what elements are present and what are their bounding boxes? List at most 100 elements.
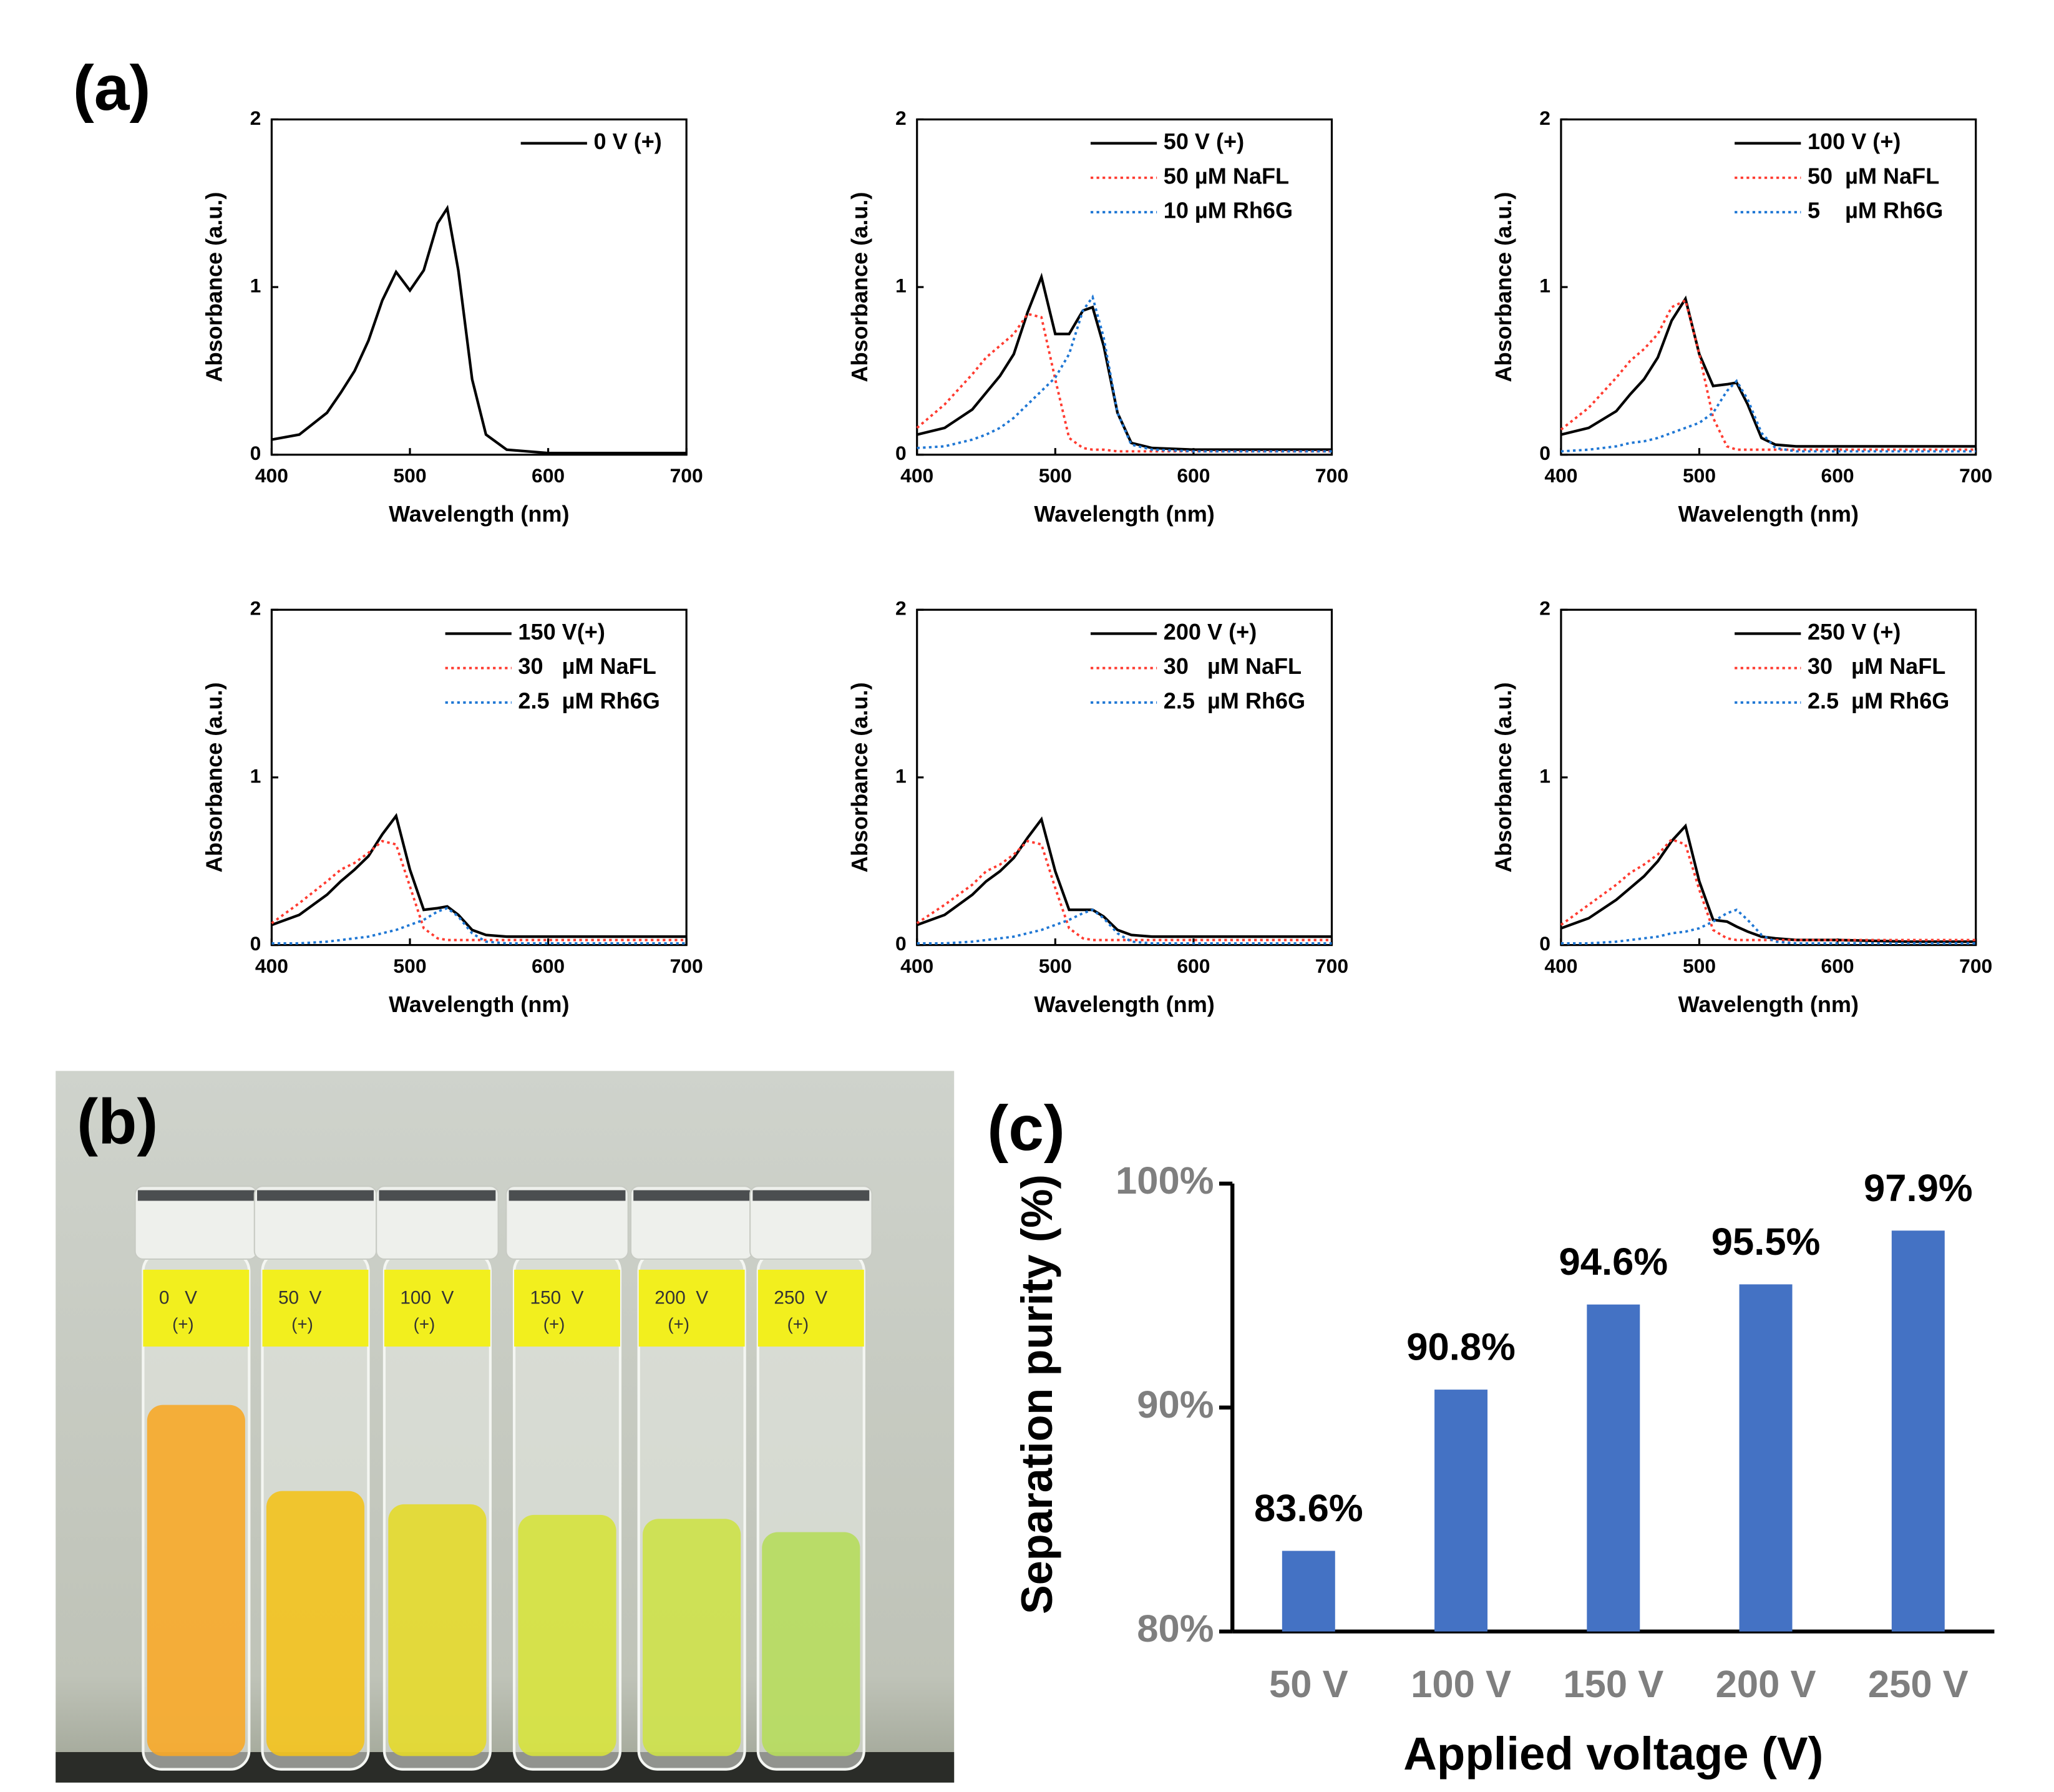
y-tick-label: 0 bbox=[895, 442, 907, 464]
tube-label: 150 V bbox=[530, 1288, 584, 1308]
tube-label-bg bbox=[262, 1269, 369, 1347]
y-tick-label: 100% bbox=[1116, 1159, 1214, 1202]
legend-label: 50 µM NaFL bbox=[1164, 163, 1289, 188]
tube-label-bg bbox=[638, 1269, 745, 1347]
x-tick-label: 600 bbox=[1821, 464, 1854, 487]
value-label: 90.8% bbox=[1406, 1326, 1516, 1369]
liquid bbox=[762, 1532, 860, 1756]
x-tick-label: 400 bbox=[900, 464, 933, 487]
x-tick-label: 500 bbox=[1683, 955, 1716, 977]
tube-label: 200 V bbox=[655, 1288, 708, 1308]
series-line bbox=[271, 907, 687, 945]
x-tick-label: 700 bbox=[670, 955, 703, 977]
y-axis-label: Absorbance (a.u.) bbox=[202, 192, 227, 382]
value-label: 83.6% bbox=[1254, 1487, 1363, 1530]
y-axis-label: Absorbance (a.u.) bbox=[1491, 682, 1516, 872]
y-tick-label: 1 bbox=[1539, 274, 1550, 296]
series-line bbox=[271, 205, 687, 455]
bar bbox=[1434, 1390, 1488, 1632]
x-axis-label: Wavelength (nm) bbox=[1678, 991, 1859, 1017]
x-tick-label: 700 bbox=[670, 464, 703, 487]
x-tick-label: 400 bbox=[1544, 464, 1577, 487]
y-tick-label: 90% bbox=[1137, 1383, 1214, 1426]
liquid bbox=[266, 1491, 365, 1756]
panel-label: (c) bbox=[987, 1093, 1065, 1164]
y-tick-label: 80% bbox=[1137, 1607, 1214, 1650]
x-tick-label: 400 bbox=[900, 955, 933, 977]
legend-label: 0 V (+) bbox=[593, 129, 661, 154]
y-axis-label: Absorbance (a.u.) bbox=[1491, 192, 1516, 382]
tube-label: (+) bbox=[172, 1314, 194, 1333]
x-axis-label: Wavelength (nm) bbox=[1034, 501, 1214, 527]
x-tick-label: 500 bbox=[1683, 464, 1716, 487]
y-axis-label: Absorbance (a.u.) bbox=[847, 682, 872, 872]
liquid bbox=[518, 1514, 616, 1756]
series-line bbox=[916, 816, 1332, 938]
x-tick-label: 500 bbox=[1039, 464, 1072, 487]
x-tick-label: 400 bbox=[255, 955, 288, 977]
x-tick-label: 600 bbox=[1177, 464, 1210, 487]
value-label: 95.5% bbox=[1711, 1220, 1821, 1264]
legend-label: 50 µM NaFL bbox=[1808, 163, 1939, 188]
tube-label: 100 V bbox=[400, 1288, 454, 1308]
cap bbox=[749, 1186, 873, 1260]
tube-label-bg bbox=[514, 1269, 620, 1347]
tube-label: 50 V bbox=[278, 1288, 322, 1308]
legend-label: 5 µM Rh6G bbox=[1808, 198, 1943, 223]
bar bbox=[1282, 1551, 1335, 1632]
x-tick-label: 500 bbox=[393, 955, 426, 977]
x-axis-label: Applied voltage (V) bbox=[1403, 1728, 1823, 1780]
y-tick-label: 2 bbox=[1539, 597, 1550, 620]
series-line bbox=[917, 908, 1332, 945]
liquid bbox=[643, 1519, 741, 1756]
x-tick-label: 100 V bbox=[1411, 1663, 1511, 1706]
series-line bbox=[271, 812, 687, 938]
series-line bbox=[1560, 838, 1976, 942]
series-line bbox=[1560, 379, 1976, 453]
series-line bbox=[1560, 298, 1976, 451]
bar bbox=[1739, 1284, 1793, 1632]
tube-label-bg bbox=[143, 1269, 250, 1347]
legend-label: 100 V (+) bbox=[1808, 129, 1901, 154]
series-line bbox=[271, 839, 687, 942]
legend-label: 200 V (+) bbox=[1164, 619, 1257, 645]
tube-label-bg bbox=[757, 1269, 864, 1347]
panel-label: (b) bbox=[77, 1086, 158, 1157]
y-tick-label: 1 bbox=[895, 764, 907, 787]
x-tick-label: 600 bbox=[532, 464, 565, 487]
x-tick-label: 700 bbox=[1315, 955, 1348, 977]
value-label: 94.6% bbox=[1559, 1240, 1668, 1283]
series-line bbox=[1560, 908, 1976, 945]
y-tick-label: 2 bbox=[250, 597, 261, 620]
series-line bbox=[1560, 823, 1976, 943]
x-tick-label: 400 bbox=[255, 464, 288, 487]
y-tick-label: 1 bbox=[1539, 764, 1550, 787]
y-axis-label: Absorbance (a.u.) bbox=[847, 192, 872, 382]
x-tick-label: 700 bbox=[1959, 464, 1992, 487]
x-axis-label: Wavelength (nm) bbox=[389, 501, 569, 527]
x-tick-label: 700 bbox=[1959, 955, 1992, 977]
value-label: 97.9% bbox=[1864, 1167, 1973, 1210]
legend-label: 150 V(+) bbox=[518, 619, 605, 645]
legend-label: 250 V (+) bbox=[1808, 619, 1901, 645]
x-tick-label: 200 V bbox=[1716, 1663, 1816, 1706]
y-tick-label: 2 bbox=[250, 107, 261, 129]
series-line bbox=[916, 839, 1332, 942]
cap-top bbox=[137, 1190, 255, 1201]
y-tick-label: 0 bbox=[895, 932, 907, 955]
x-axis-label: Wavelength (nm) bbox=[1034, 991, 1214, 1017]
legend-label: 30 µM NaFL bbox=[1808, 653, 1945, 679]
y-tick-label: 2 bbox=[895, 107, 907, 129]
legend-label: 2.5 µM Rh6G bbox=[518, 688, 660, 713]
tube-label: (+) bbox=[543, 1314, 565, 1333]
y-tick-label: 0 bbox=[250, 442, 261, 464]
x-tick-label: 700 bbox=[1315, 464, 1348, 487]
y-tick-label: 2 bbox=[895, 597, 907, 620]
y-tick-label: 0 bbox=[250, 932, 261, 955]
y-tick-label: 1 bbox=[895, 274, 907, 296]
cap-top bbox=[509, 1190, 626, 1201]
y-tick-label: 1 bbox=[250, 764, 261, 787]
y-axis-label: Separation purity (%) bbox=[1013, 1174, 1061, 1614]
